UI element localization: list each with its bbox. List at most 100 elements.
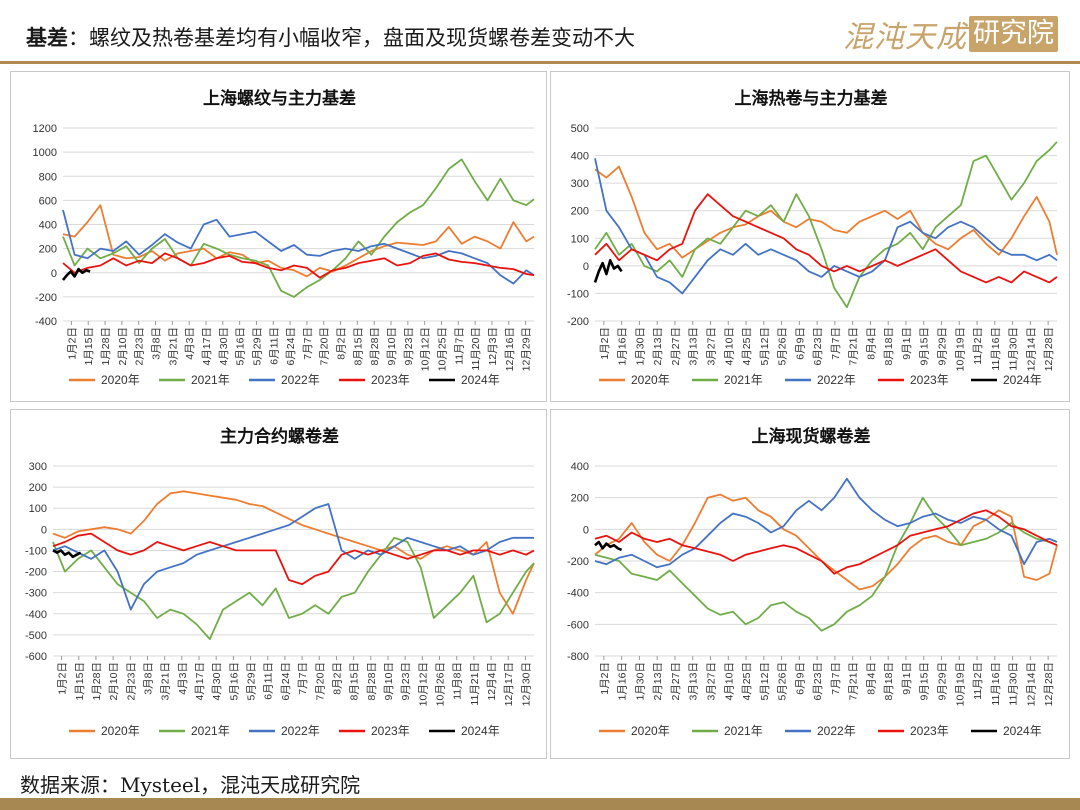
x-tick-label: 4月25日 — [741, 662, 753, 701]
y-tick-label: 400 — [39, 220, 57, 232]
x-tick-label: 9月29日 — [937, 662, 949, 701]
chart-title: 上海现货螺卷差 — [752, 426, 871, 447]
y-tick-label: 0 — [51, 268, 57, 280]
x-tick-label: 4月3日 — [184, 327, 196, 360]
legend-label: 2020年 — [631, 373, 670, 387]
chart-panel-futures-spread: 主力合约螺卷差 -600 -500 -400 -300 -200 -100 0 100 200 30… — [10, 409, 547, 759]
x-tick-label: 12月14日 — [1025, 662, 1037, 706]
x-tick-label: 12月28日 — [1043, 662, 1055, 706]
y-tick-label: -200 — [35, 292, 57, 304]
series-line — [594, 509, 1058, 575]
series-line — [594, 540, 623, 552]
x-tick-label: 5月16日 — [228, 662, 240, 701]
source-note: 数据来源：Mysteel，混沌天成研究院 — [20, 773, 361, 797]
y-tick-label: 800 — [39, 171, 57, 183]
legend-label: 2023年 — [371, 724, 410, 738]
series-line — [61, 267, 91, 281]
x-tick-label: 1月15日 — [83, 327, 95, 366]
legend-label: 2022年 — [817, 724, 856, 738]
x-tick-label: 4月30日 — [211, 662, 223, 701]
x-tick-label: 12月29日 — [521, 327, 533, 371]
y-tick-label: -200 — [567, 556, 589, 568]
x-tick-label: 3月21日 — [160, 662, 172, 701]
y-tick-label: -600 — [567, 619, 589, 631]
page-title: 基差：螺纹及热卷基差均有小幅收窄，盘面及现货螺卷差变动不大 — [26, 22, 635, 52]
y-tick-label: 300 — [571, 178, 589, 190]
x-tick-label: 5月26日 — [777, 662, 789, 701]
series-line — [594, 496, 1058, 632]
series-line — [594, 158, 1058, 295]
x-tick-label: 1月28日 — [91, 662, 103, 701]
footer-bar — [0, 798, 1080, 810]
x-tick-label: 11月16日 — [990, 662, 1002, 706]
series-line — [593, 259, 623, 283]
x-tick-label: 7月20日 — [314, 662, 326, 701]
x-tick-label: 1月16日 — [617, 662, 629, 701]
x-tick-label: 7月21日 — [848, 662, 860, 701]
page-title-text: ：螺纹及热卷基差均有小幅收窄，盘面及现货螺卷差变动不大 — [68, 26, 635, 50]
x-tick-label: 8月18日 — [883, 327, 895, 366]
x-tick-label: 6月11日 — [263, 662, 275, 700]
x-tick-label: 9月15日 — [919, 662, 931, 701]
chart-hrc-basis: 上海热卷与主力基差 -200 -100 0 100 200 300 400 500 1月2日 1月1… — [567, 88, 1058, 387]
y-tick-label: 200 — [571, 206, 589, 218]
x-tick-label: 9月23日 — [400, 662, 412, 701]
y-tick-label: -800 — [567, 651, 589, 663]
legend-label: 2024年 — [461, 373, 500, 387]
x-tick-label: 2月13日 — [652, 327, 664, 366]
x-tick-label: 11月7日 — [453, 327, 465, 365]
legend-label: 2024年 — [1003, 373, 1042, 387]
legend-label: 2021年 — [191, 724, 230, 738]
y-tick-label: -200 — [25, 567, 47, 579]
x-tick-label: 12月14日 — [1025, 327, 1037, 371]
y-tick-label: 1200 — [33, 123, 57, 135]
x-tick-label: 12月3日 — [487, 327, 499, 366]
x-tick-label: 10月19日 — [954, 327, 966, 371]
legend-label: 2024年 — [461, 724, 500, 738]
chart-futures-spread: 主力合约螺卷差 -600 -500 -400 -300 -200 -100 0 100 200 30… — [25, 426, 535, 738]
x-tick-label: 3月27日 — [706, 662, 718, 701]
x-tick-label: 4月17日 — [201, 327, 213, 366]
chart-spot-spread: 上海现货螺卷差 -800 -600 -400 -200 0 200 400 1月2日 1月16日 1… — [567, 426, 1058, 738]
y-tick-label: 400 — [571, 461, 589, 473]
x-tick-label: 6月24日 — [280, 662, 292, 701]
x-tick-label: 8月28日 — [369, 327, 381, 366]
header-rule — [0, 61, 1080, 64]
y-tick-label: -400 — [35, 316, 57, 328]
y-tick-label: 0 — [41, 524, 47, 536]
series-line — [62, 252, 535, 279]
y-tick-label: -100 — [567, 288, 589, 300]
x-tick-label: 12月30日 — [520, 662, 532, 706]
series-line — [594, 477, 1058, 569]
x-tick-label: 12月17日 — [503, 662, 515, 706]
chart-panel-rebar-basis: 上海螺纹与主力基差 -400 -200 0 200 400 600 800 1000 1200 1月… — [10, 71, 547, 402]
x-tick-label: 11月8日 — [452, 662, 464, 700]
legend-label: 2021年 — [724, 373, 763, 387]
x-tick-label: 1月2日 — [57, 662, 69, 695]
series-line — [62, 204, 535, 278]
x-tick-label: 9月15日 — [919, 327, 931, 366]
chart-title: 上海热卷与主力基差 — [735, 88, 888, 109]
y-tick-label: 1000 — [33, 147, 57, 159]
legend-label: 2021年 — [724, 724, 763, 738]
y-tick-label: -400 — [25, 609, 47, 621]
y-tick-label: -400 — [567, 588, 589, 600]
x-tick-label: 1月2日 — [66, 327, 78, 360]
x-tick-label: 2月10日 — [108, 662, 120, 701]
x-tick-label: 11月20日 — [470, 327, 482, 371]
legend-label: 2021年 — [191, 373, 230, 387]
legend-label: 2024年 — [1003, 724, 1042, 738]
x-tick-label: 2月10日 — [117, 327, 129, 366]
x-tick-label: 3月8日 — [142, 662, 154, 695]
x-tick-label: 2月23日 — [125, 662, 137, 701]
x-tick-label: 11月30日 — [1008, 662, 1020, 706]
x-tick-label: 8月18日 — [883, 662, 895, 701]
x-tick-label: 9月1日 — [901, 327, 913, 360]
brand-logo: 混沌天成 研究院 — [843, 14, 1058, 55]
x-tick-label: 4月30日 — [218, 327, 230, 366]
x-tick-label: 9月1日 — [901, 662, 913, 695]
x-tick-label: 11月16日 — [990, 327, 1002, 371]
x-tick-label: 1月2日 — [599, 662, 611, 695]
legend-label: 2022年 — [817, 373, 856, 387]
x-tick-label: 7月7日 — [830, 327, 842, 360]
